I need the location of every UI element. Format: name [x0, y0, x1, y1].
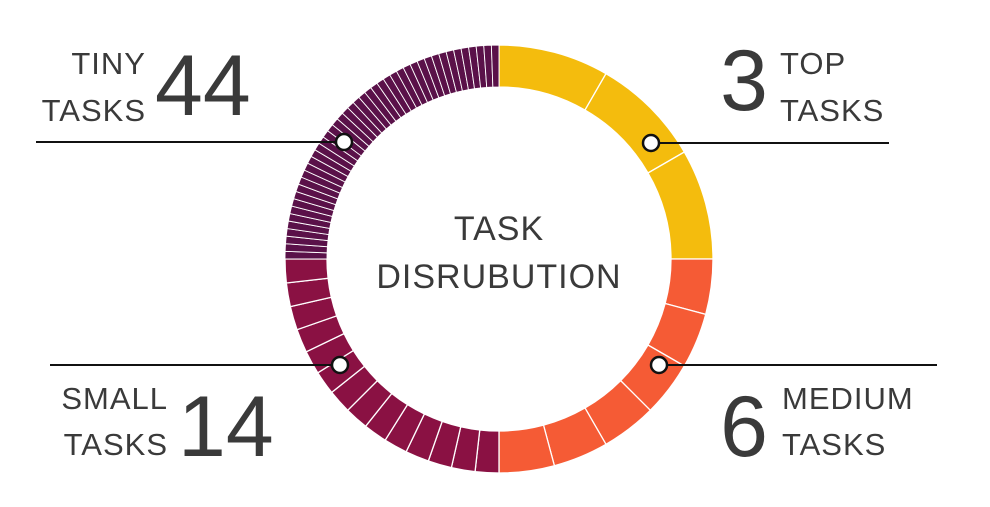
tiny-callout-marker: [334, 132, 354, 152]
top-task-slice: [647, 151, 714, 260]
tiny-tasks-label-line-2: TASKS: [42, 93, 146, 128]
medium-tasks-count: 6: [720, 379, 768, 475]
donut-ring: [284, 44, 714, 474]
tiny-tasks-label-line-1: TINY: [71, 46, 146, 81]
top-callout-marker: [641, 133, 661, 153]
top-tasks-count: 3: [720, 33, 768, 129]
medium-callout-marker: [649, 355, 669, 375]
top-tasks-label-line-2: TASKS: [780, 93, 884, 128]
center-title-line-2: DISRUBUTION: [376, 258, 621, 296]
medium-tasks-label-line-1: MEDIUM: [782, 381, 914, 416]
callout-lines: [36, 132, 937, 375]
center-title-line-1: TASK: [454, 210, 544, 248]
small-tasks-count: 14: [178, 379, 274, 475]
small-tasks-label-line-1: SMALL: [61, 381, 168, 416]
small-tasks-label-line-2: TASKS: [64, 427, 168, 462]
small-task-slice: [284, 258, 329, 284]
top-task-slice: [584, 72, 686, 174]
top-tasks-label-line-1: TOP: [780, 46, 846, 81]
tiny-task-slice: [490, 44, 500, 88]
tiny-tasks-count: 44: [155, 38, 251, 134]
small-callout-marker: [330, 355, 350, 375]
medium-tasks-label-line-2: TASKS: [782, 427, 886, 462]
medium-task-slice: [498, 424, 556, 474]
